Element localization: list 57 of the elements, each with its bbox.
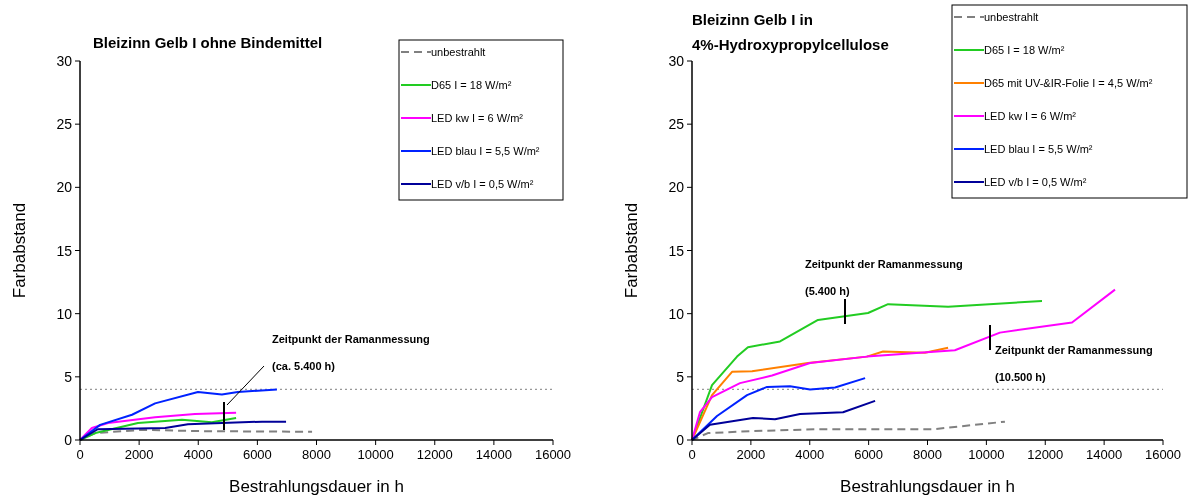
legend-label: unbestrahlt bbox=[431, 46, 486, 58]
annotation: (10.500 h) bbox=[995, 371, 1047, 383]
y-tick-label: 15 bbox=[668, 242, 685, 259]
annotation: (5.400 h) bbox=[805, 285, 850, 297]
y-tick-label: 30 bbox=[668, 53, 685, 69]
x-tick-label: 6000 bbox=[242, 447, 272, 462]
y-tick-label: 0 bbox=[676, 432, 685, 448]
y-tick-label: 20 bbox=[56, 179, 73, 196]
y-tick-label: 5 bbox=[64, 368, 73, 385]
x-tick-label: 2000 bbox=[124, 447, 154, 462]
x-tick-label: 4000 bbox=[795, 447, 825, 462]
x-tick-label: 14000 bbox=[475, 447, 512, 462]
y-tick-label: 10 bbox=[668, 305, 685, 322]
x-axis-title: Bestrahlungsdauer in h bbox=[229, 477, 404, 496]
y-tick-label: 25 bbox=[668, 116, 685, 133]
y-tick-label: 5 bbox=[676, 368, 685, 385]
x-tick-label: 0 bbox=[688, 447, 696, 462]
x-tick-label: 8000 bbox=[913, 447, 942, 462]
x-tick-label: 2000 bbox=[736, 447, 766, 462]
x-tick-label: 8000 bbox=[302, 447, 331, 462]
legend-label: D65 I = 18 W/m² bbox=[431, 79, 512, 91]
legend-label: LED kw I = 6 W/m² bbox=[431, 112, 524, 124]
y-axis-title: Farbabstand bbox=[622, 202, 641, 299]
x-tick-label: 4000 bbox=[183, 447, 213, 462]
x-tick-label: 12000 bbox=[416, 447, 453, 462]
legend-label: unbestrahlt bbox=[984, 11, 1039, 23]
y-tick-label: 25 bbox=[56, 116, 73, 133]
legend-label: D65 I = 18 W/m² bbox=[984, 44, 1065, 56]
x-tick-label: 10000 bbox=[968, 447, 1005, 462]
y-tick-label: 20 bbox=[668, 179, 685, 196]
legend-label: LED blau I = 5,5 W/m² bbox=[984, 143, 1093, 155]
legend-label: LED v/b I = 0,5 W/m² bbox=[984, 176, 1087, 188]
x-tick-label: 16000 bbox=[1144, 447, 1182, 462]
x-tick-label: 12000 bbox=[1027, 447, 1064, 462]
chart-title: Bleizinn Gelb I in 4%-Hydroxypropylcellulose bbox=[692, 11, 889, 53]
annotation: Zeitpunkt der Ramanmessung bbox=[272, 333, 430, 345]
y-tick-label: 10 bbox=[56, 305, 73, 322]
annotation: (ca. 5.400 h) bbox=[272, 360, 336, 372]
legend-label: D65 mit UV-&IR-Folie I = 4,5 W/m² bbox=[984, 77, 1153, 89]
chart-title: Bleizinn Gelb I ohne Bindemittel bbox=[93, 34, 323, 51]
y-tick-label: 0 bbox=[64, 432, 73, 448]
x-tick-label: 10000 bbox=[357, 447, 394, 462]
y-tick-label: 15 bbox=[56, 242, 73, 259]
x-tick-label: 16000 bbox=[534, 447, 572, 462]
legend-label: LED v/b I = 0,5 W/m² bbox=[431, 178, 534, 190]
legend-label: LED blau I = 5,5 W/m² bbox=[431, 145, 540, 157]
x-tick-label: 0 bbox=[76, 447, 84, 462]
legend-label: LED kw I = 6 W/m² bbox=[984, 110, 1077, 122]
annotation: Zeitpunkt der Ramanmessung bbox=[805, 258, 963, 270]
x-axis-title: Bestrahlungsdauer in h bbox=[840, 477, 1015, 496]
x-tick-label: 6000 bbox=[854, 447, 884, 462]
y-axis-title: Farbabstand bbox=[10, 202, 29, 299]
y-tick-label: 30 bbox=[56, 53, 73, 69]
x-tick-label: 14000 bbox=[1086, 447, 1123, 462]
line-series bbox=[691, 399, 877, 441]
line-series bbox=[79, 420, 288, 441]
annotation: Zeitpunkt der Ramanmessung bbox=[995, 344, 1153, 356]
